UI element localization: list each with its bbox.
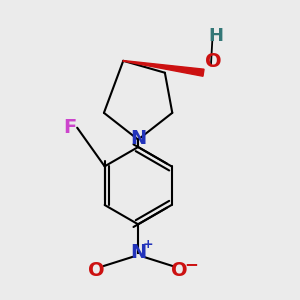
Text: O: O bbox=[205, 52, 222, 71]
Text: O: O bbox=[88, 261, 105, 280]
Polygon shape bbox=[123, 61, 204, 76]
Text: −: − bbox=[185, 255, 199, 273]
Text: O: O bbox=[171, 261, 188, 280]
Text: +: + bbox=[142, 238, 153, 251]
Text: H: H bbox=[208, 27, 223, 45]
Text: N: N bbox=[130, 243, 146, 262]
Text: F: F bbox=[63, 118, 76, 137]
Text: N: N bbox=[130, 129, 146, 148]
